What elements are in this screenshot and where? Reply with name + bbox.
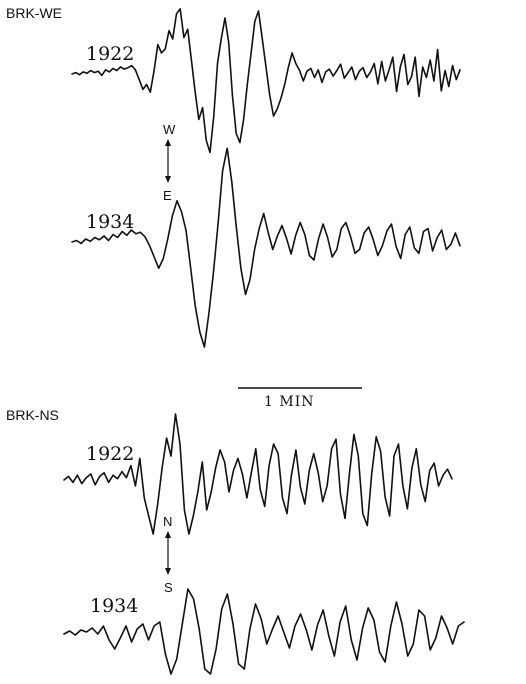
arrow-down-head-icon (165, 568, 171, 575)
seismogram-trace-ns-1922 (63, 413, 453, 535)
direction-label-north: N (163, 514, 172, 529)
direction-label-east: E (163, 188, 172, 203)
seismogram-trace-we-1934 (71, 147, 461, 348)
direction-label-south: S (164, 580, 173, 595)
direction-arrow-we: W E (163, 122, 176, 203)
trace-year-label-ns-1934: 1934 (90, 595, 138, 617)
arrow-up-head-icon (165, 531, 171, 538)
time-scale-bar: 1 MIN (238, 387, 362, 410)
panel-label-brk-we: BRK-WE (6, 5, 62, 21)
trace-year-label-we-1922: 1922 (86, 43, 134, 65)
trace-year-label-we-1934: 1934 (86, 211, 134, 233)
panel-brk-ns: BRK-NS 1922 N S 1934 (6, 407, 465, 675)
panel-brk-we: BRK-WE 1922 W E 1934 (6, 5, 461, 348)
trace-year-label-ns-1922: 1922 (86, 443, 134, 465)
scale-bar-label: 1 MIN (264, 394, 314, 410)
direction-label-west: W (163, 122, 176, 137)
arrow-down-head-icon (165, 176, 171, 183)
seismogram-trace-we-1922 (71, 8, 461, 154)
panel-label-brk-ns: BRK-NS (6, 407, 59, 423)
arrow-up-head-icon (165, 139, 171, 146)
direction-arrow-ns: N S (163, 514, 173, 595)
seismogram-trace-ns-1934 (63, 588, 465, 675)
